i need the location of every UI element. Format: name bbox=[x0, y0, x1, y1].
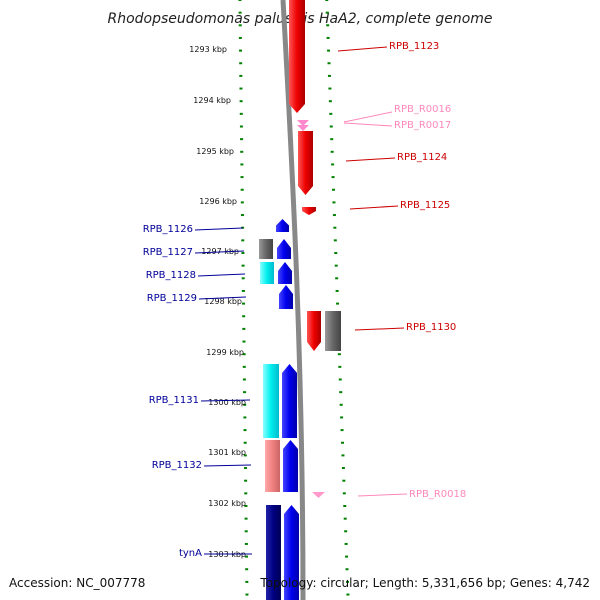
leader-line bbox=[197, 273, 246, 277]
gene-label-RPB_1124[interactable]: RPB_1124 bbox=[397, 152, 447, 163]
accession-text: Accession: NC_007778 bbox=[9, 576, 145, 590]
gene-label-RPB_R0017[interactable]: RPB_R0017 bbox=[394, 120, 451, 131]
leader-line bbox=[337, 46, 388, 52]
genome-backbone bbox=[280, 0, 306, 600]
leader-line bbox=[194, 250, 245, 254]
leader-line bbox=[345, 157, 396, 162]
gene-label-RPB_1130[interactable]: RPB_1130 bbox=[406, 322, 456, 333]
gene-arrow-RPB_1128 bbox=[278, 262, 292, 284]
gene-label-RPB_1129[interactable]: RPB_1129 bbox=[147, 293, 197, 304]
gene-label-RPB_1128[interactable]: RPB_1128 bbox=[146, 270, 196, 281]
cds-box-tynA bbox=[266, 505, 281, 600]
leader-line bbox=[343, 122, 393, 127]
leader-line bbox=[343, 111, 393, 123]
kbp-tick-label: 1295 kbp bbox=[196, 147, 234, 156]
leader-line bbox=[194, 227, 244, 231]
gene-arrow-RPB_1130 bbox=[307, 311, 321, 351]
cds-box-RPB_1128 bbox=[260, 262, 274, 284]
leader-line bbox=[349, 205, 399, 210]
cds-box-RPB_1127 bbox=[259, 239, 273, 259]
gene-labels: RPB_1123 RPB_R0016 RPB_R0017 RPB_1124 RPB_11… bbox=[143, 41, 467, 559]
gene-arrow-tynA bbox=[284, 505, 299, 600]
kbp-tick-label: 1299 kbp bbox=[206, 348, 244, 357]
gene-arrow-RPB_1123 bbox=[289, 0, 305, 113]
gene-label-RPB_1132[interactable]: RPB_1132 bbox=[152, 460, 202, 471]
leader-line bbox=[200, 399, 251, 402]
cds-box-RPB_1132 bbox=[265, 440, 280, 492]
gene-arrow-RPB_1124 bbox=[298, 131, 313, 195]
right-kbp-ticks bbox=[325, 0, 350, 596]
gene-label-tynA[interactable]: tynA bbox=[179, 548, 202, 559]
gene-arrow-RPB_1125 bbox=[302, 207, 316, 215]
kbp-tick-label: 1294 kbp bbox=[193, 96, 231, 105]
kbp-tick-label: 1296 kbp bbox=[199, 197, 237, 206]
kbp-tick-label: 1293 kbp bbox=[189, 45, 227, 54]
leader-line bbox=[203, 464, 252, 467]
rna-arrow-RPB_R0018 bbox=[312, 492, 325, 498]
gene-label-RPB_1131[interactable]: RPB_1131 bbox=[149, 395, 199, 406]
rna-arrow-RPB_R0017 bbox=[297, 125, 309, 131]
left-kbp-ticks bbox=[238, 0, 249, 596]
kbp-tick-label: 1300 kbp bbox=[208, 398, 246, 407]
rna-arrow-RPB_R0016 bbox=[297, 120, 309, 126]
gene-arrow-RPB_1131 bbox=[282, 364, 297, 438]
leader-line bbox=[357, 493, 408, 497]
gene-features bbox=[259, 0, 341, 600]
cds-box-RPB_1130 bbox=[325, 311, 341, 351]
gene-arrow-RPB_1126 bbox=[276, 219, 289, 232]
kbp-tick-label: 1298 kbp bbox=[204, 297, 242, 306]
kbp-tick-label: 1301 kbp bbox=[208, 448, 246, 457]
gene-label-RPB_1125[interactable]: RPB_1125 bbox=[400, 200, 450, 211]
gene-arrow-RPB_1127 bbox=[277, 239, 291, 259]
label-leader-lines bbox=[194, 46, 408, 555]
gene-label-RPB_1127[interactable]: RPB_1127 bbox=[143, 247, 193, 258]
kbp-tick-label: 1302 kbp bbox=[208, 499, 246, 508]
topology-text: Topology: circular; Length: 5,331,656 bp… bbox=[259, 576, 590, 590]
gene-arrow-RPB_1132 bbox=[283, 440, 298, 492]
gene-label-RPB_R0016[interactable]: RPB_R0016 bbox=[394, 104, 451, 115]
gene-label-RPB_R0018[interactable]: RPB_R0018 bbox=[409, 489, 466, 500]
gene-arrow-RPB_1129 bbox=[279, 285, 293, 309]
leader-line bbox=[198, 296, 247, 300]
gene-label-RPB_1126[interactable]: RPB_1126 bbox=[143, 224, 193, 235]
leader-line bbox=[354, 327, 405, 331]
cds-box-RPB_1131 bbox=[263, 364, 279, 438]
gene-label-RPB_1123[interactable]: RPB_1123 bbox=[389, 41, 439, 52]
